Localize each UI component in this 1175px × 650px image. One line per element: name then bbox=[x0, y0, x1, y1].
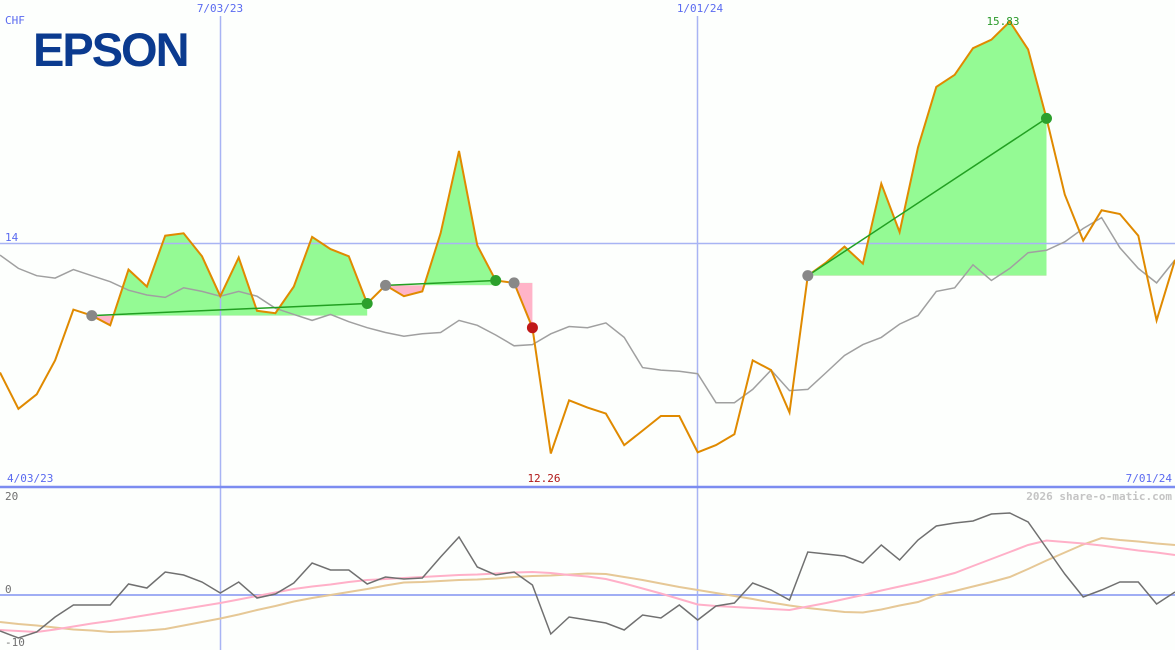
y-tick-label: 14 bbox=[5, 231, 19, 244]
epson-logo: EPSON bbox=[33, 23, 190, 76]
benchmark-line bbox=[0, 216, 1175, 404]
osc-tick-label: -10 bbox=[5, 636, 25, 649]
currency-label: CHF bbox=[5, 14, 25, 27]
trade-markers bbox=[86, 112, 1052, 334]
trade-exit-marker bbox=[1040, 112, 1052, 124]
trade-exit-marker bbox=[526, 322, 538, 334]
max-label: 15.83 bbox=[986, 15, 1019, 28]
trade-gain-area bbox=[91, 233, 368, 316]
osc-fast-line bbox=[0, 539, 1175, 634]
price-line bbox=[0, 20, 1175, 454]
trade-line bbox=[385, 279, 496, 287]
trade-entry-marker bbox=[86, 310, 98, 322]
trade-line bbox=[91, 302, 368, 317]
osc-tick-label: 0 bbox=[5, 583, 12, 596]
trade-exit-marker bbox=[361, 298, 373, 309]
trade-loss-area bbox=[385, 285, 425, 297]
min-label: 12.26 bbox=[527, 472, 560, 485]
trade-gain-area bbox=[385, 151, 496, 286]
grid bbox=[0, 16, 1175, 650]
series-lines bbox=[0, 20, 1175, 639]
trade-entry-marker bbox=[802, 270, 814, 282]
x-tick-label: 7/03/23 bbox=[197, 2, 243, 15]
x-tick-label: 1/01/24 bbox=[677, 2, 724, 15]
trade-exit-marker bbox=[490, 275, 502, 287]
trade-line bbox=[807, 117, 1047, 277]
osc-slow-line bbox=[0, 536, 1175, 634]
x-tick-label: 4/03/23 bbox=[7, 472, 53, 485]
trade-gain-area bbox=[807, 21, 1047, 276]
osc-tick-label: 20 bbox=[5, 490, 18, 503]
oscillator-line bbox=[0, 512, 1175, 639]
trade-fills bbox=[91, 21, 1047, 328]
trade-entry-marker bbox=[380, 279, 392, 291]
x-tick-label: 7/01/24 bbox=[1126, 472, 1173, 485]
trade-entry-marker bbox=[508, 277, 520, 289]
watermark: 2026 share-o-matic.com bbox=[1026, 490, 1172, 503]
